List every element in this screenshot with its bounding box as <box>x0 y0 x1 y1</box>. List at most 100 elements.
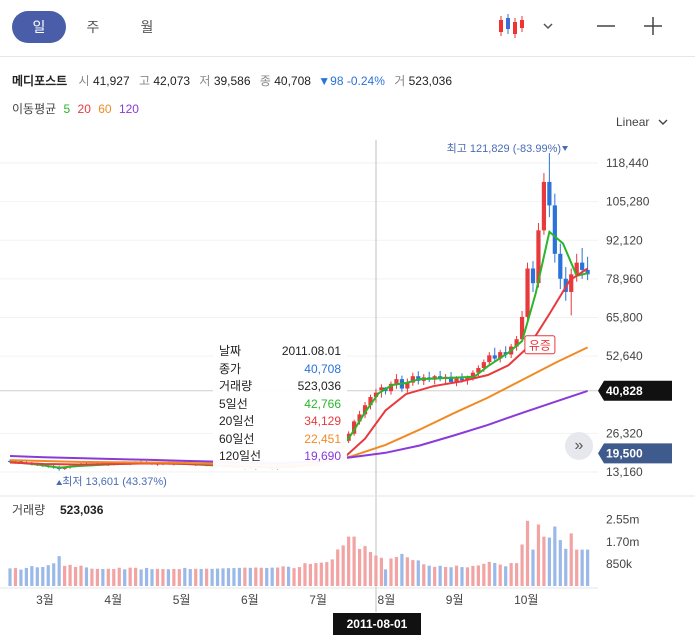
volume-bar <box>341 545 345 586</box>
tooltip-key: 날짜 <box>219 344 242 358</box>
volume-bar <box>183 567 187 586</box>
candle-body <box>454 378 459 383</box>
tooltip-value: 40,708 <box>304 361 341 376</box>
add-icon[interactable] <box>641 14 665 38</box>
candle-body <box>498 352 503 359</box>
volume-bar <box>525 520 530 586</box>
candle-body <box>558 253 563 279</box>
candle-body <box>547 181 552 206</box>
low-annotation: 최저 13,601 (43.37%) <box>62 475 167 488</box>
volume-bar <box>580 549 584 586</box>
volume-bar <box>30 566 34 586</box>
candle-body <box>585 269 590 275</box>
candle-body <box>388 383 394 392</box>
volume-bar <box>123 569 127 586</box>
candle-body <box>514 339 519 347</box>
volume-bar <box>46 565 50 586</box>
volume-bar <box>460 567 464 586</box>
tooltip-value: 523,036 <box>297 379 341 393</box>
volume-bar <box>52 563 56 586</box>
tooltip-key: 5일선 <box>219 396 248 411</box>
volume-bar <box>520 544 524 586</box>
price-badge-label: 19,500 <box>606 446 643 460</box>
price-badge <box>598 380 672 401</box>
candlestick-icon[interactable] <box>496 12 526 40</box>
y-tick-label: 26,320 <box>606 426 643 440</box>
tab-day[interactable]: 일 <box>12 11 66 43</box>
divider <box>0 56 695 57</box>
change-value: ▼98 -0.24% <box>318 74 385 88</box>
volume-bar <box>57 556 61 586</box>
y-tick-label: 13,160 <box>606 465 643 479</box>
volume-bar <box>150 569 154 586</box>
volume-bar <box>79 565 83 586</box>
volume-bar <box>515 563 519 586</box>
tooltip-key: 60일선 <box>219 431 255 446</box>
volume-bar <box>35 567 39 586</box>
volume-bar <box>8 568 12 586</box>
volume-tick-label: 2.55m <box>606 513 639 527</box>
volume-bar <box>106 568 110 586</box>
tooltip-row: 120일선 19,690 <box>219 448 341 466</box>
tooltip-value: 42,766 <box>304 396 341 411</box>
volume-bar <box>482 563 486 586</box>
volume-tick-label: 1.70m <box>606 535 639 549</box>
tooltip-row: 날짜 2011.08.01 <box>219 343 341 361</box>
low-marker <box>56 480 63 485</box>
volume-bar <box>542 536 546 586</box>
candle-body <box>476 367 481 373</box>
tab-month[interactable]: 월 <box>140 19 154 35</box>
volume-bar <box>101 569 105 586</box>
low-value: 39,586 <box>213 74 251 88</box>
candle-body <box>492 355 497 359</box>
scale-selector[interactable]: Linear <box>616 115 669 129</box>
ma-legend-60: 60 <box>98 102 112 116</box>
tooltip-value: 2011.08.01 <box>281 344 341 358</box>
minimize-icon[interactable] <box>594 14 618 38</box>
chevron-down-icon[interactable] <box>541 18 555 36</box>
volume-bar <box>389 558 393 586</box>
volume-bar <box>357 548 362 586</box>
volume-bar <box>84 567 89 586</box>
y-tick-label: 105,280 <box>606 195 650 209</box>
volume-bar <box>265 567 269 586</box>
volume-bar <box>161 569 165 586</box>
volume-bar <box>221 568 225 586</box>
candle-body <box>7 461 13 463</box>
candle-body <box>357 414 362 422</box>
volume-bar <box>226 568 231 586</box>
ma-legend-20: 20 <box>77 102 91 116</box>
volume-bar <box>95 568 99 586</box>
volume-bar <box>536 524 541 586</box>
period-toolbar: 일 주 월 <box>0 0 695 56</box>
ma-legend: 이동평균 5 20 60 120 <box>12 100 143 117</box>
volume-bar <box>564 548 568 586</box>
volume-bar <box>558 540 562 586</box>
volume-bar <box>259 567 263 586</box>
volume-bar <box>444 566 448 586</box>
candle-body <box>373 392 379 398</box>
high-value: 42,073 <box>153 74 191 88</box>
volume-bar <box>248 567 252 586</box>
price-chart[interactable]: 118,440 105,280 92,120 78,960 65,800 52,640 26… <box>0 130 695 637</box>
open-label: 시 <box>78 74 90 88</box>
y-tick-label: 52,640 <box>606 349 643 363</box>
ma-legend-5: 5 <box>63 102 71 116</box>
candle-body <box>519 316 525 340</box>
volume-bar <box>19 569 23 586</box>
volume-bar <box>330 559 334 586</box>
y-tick-label: 78,960 <box>606 272 643 286</box>
x-tick-label: 7월 <box>309 593 327 607</box>
volume-bar <box>144 567 149 586</box>
tab-week[interactable]: 주 <box>86 19 100 35</box>
expand-button[interactable]: » <box>565 432 593 460</box>
volume-bar <box>586 549 590 586</box>
crosshair-date-label: 2011-08-01 <box>333 613 421 635</box>
volume-bar <box>352 536 356 586</box>
tooltip-key: 20일선 <box>219 414 255 428</box>
volume-bar <box>347 536 351 586</box>
candle-body <box>352 421 357 434</box>
volume-bar <box>24 567 28 586</box>
volume-bar <box>433 566 437 586</box>
x-tick-label: 5월 <box>173 593 191 607</box>
